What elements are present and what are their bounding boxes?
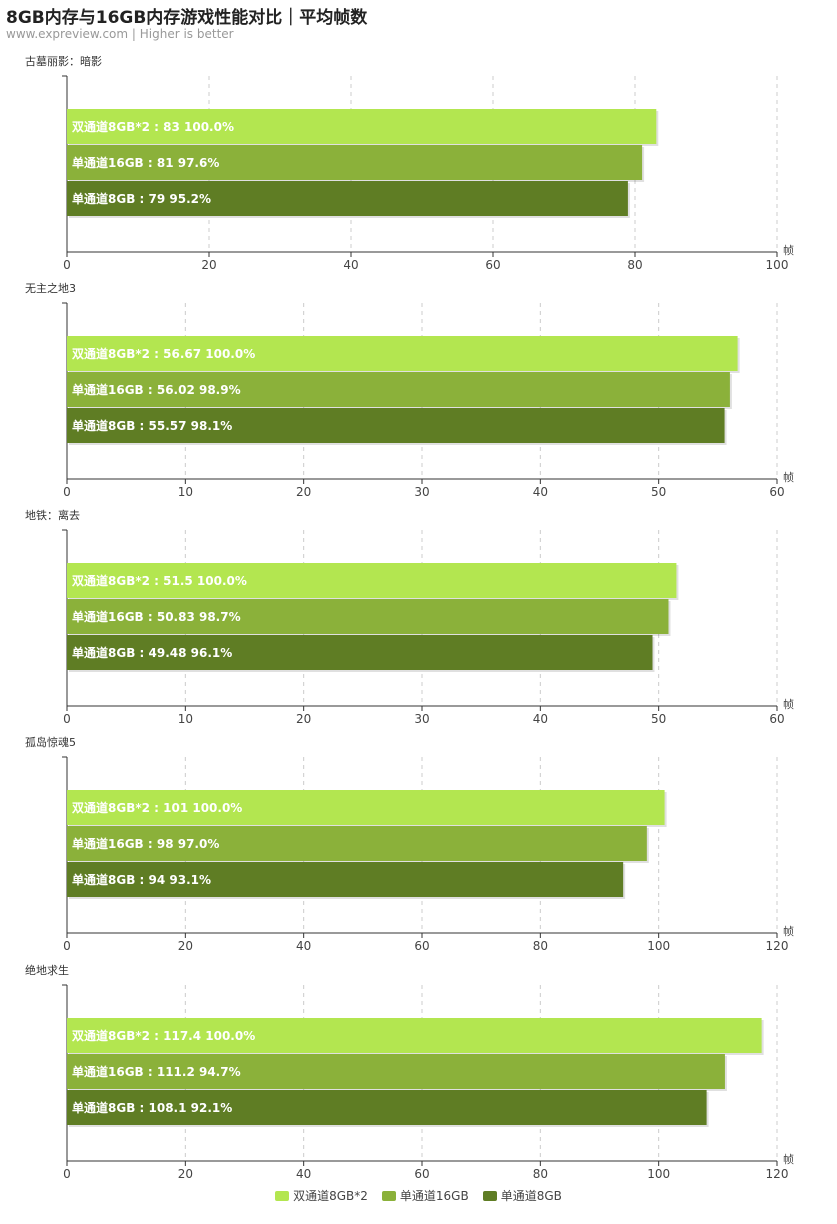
panel-1-tick-label: 60 bbox=[769, 485, 784, 499]
panel-0-bar-2 bbox=[67, 181, 628, 216]
panel-2-unit-label: 帧 bbox=[783, 697, 794, 711]
panel-4-tick-label: 80 bbox=[533, 1167, 548, 1180]
panel-1-unit-label: 帧 bbox=[783, 470, 794, 484]
panel-0-unit-label: 帧 bbox=[783, 243, 794, 257]
legend-swatch-dual-8gb bbox=[275, 1190, 290, 1201]
panel-1-tick-label: 30 bbox=[414, 485, 429, 499]
panel-0-title: 古墓丽影：暗影 bbox=[25, 54, 102, 68]
panel-4-bar-0 bbox=[67, 1018, 762, 1053]
panel-1-bar-label-2: 单通道8GB : 55.57 98.1% bbox=[72, 418, 232, 433]
legend-label-single-8gb: 单通道8GB bbox=[500, 1189, 562, 1203]
panel-3-tick-label: 0 bbox=[63, 939, 71, 953]
panel-0-bar-label-2: 单通道8GB : 79 95.2% bbox=[72, 191, 211, 206]
panel-3-bar-label-1: 单通道16GB : 98 97.0% bbox=[72, 836, 219, 851]
panel-1-title: 无主之地3 bbox=[25, 281, 76, 295]
legend-label-dual-8gb: 双通道8GB*2 bbox=[293, 1189, 368, 1203]
panel-4-title: 绝地求生 bbox=[25, 963, 69, 977]
panel-2-tick-label: 60 bbox=[769, 712, 784, 726]
panel-2-tick-label: 40 bbox=[533, 712, 548, 726]
panel-2-bar-label-0: 双通道8GB*2 : 51.5 100.0% bbox=[72, 573, 247, 588]
legend-swatch-single-16gb bbox=[381, 1190, 396, 1201]
panel-1-tick-label: 10 bbox=[178, 485, 193, 499]
panel-2-bar-1 bbox=[67, 599, 669, 634]
panel-4-tick-label: 20 bbox=[178, 1167, 193, 1180]
panel-0-bar-label-1: 单通道16GB : 81 97.6% bbox=[72, 155, 219, 170]
panel-3-tick-label: 120 bbox=[766, 939, 789, 953]
legend: 双通道8GB*2 单通道16GB 单通道8GB bbox=[0, 1187, 837, 1204]
panel-0-tick-label: 20 bbox=[201, 258, 216, 272]
panel-4-tick-label: 100 bbox=[647, 1167, 670, 1180]
panel-3-bar-1 bbox=[67, 826, 647, 861]
panel-4-bar-label-0: 双通道8GB*2 : 117.4 100.0% bbox=[72, 1028, 255, 1043]
panel-3-tick-label: 80 bbox=[533, 939, 548, 953]
panel-1-bar-label-0: 双通道8GB*2 : 56.67 100.0% bbox=[72, 346, 255, 361]
panel-1-tick-label: 20 bbox=[296, 485, 311, 499]
panel-3-unit-label: 帧 bbox=[783, 924, 794, 938]
panel-3-tick-label: 40 bbox=[296, 939, 311, 953]
panel-2-tick-label: 30 bbox=[414, 712, 429, 726]
panel-0-tick-label: 80 bbox=[627, 258, 642, 272]
panel-2-tick-label: 50 bbox=[651, 712, 666, 726]
panel-0-tick-label: 0 bbox=[63, 258, 71, 272]
chart-subtitle: www.expreview.com | Higher is better bbox=[6, 27, 234, 41]
panel-2-bar-label-2: 单通道8GB : 49.48 96.1% bbox=[72, 645, 232, 660]
legend-item-single-8gb[interactable]: 单通道8GB bbox=[482, 1187, 562, 1204]
panel-0-bar-label-0: 双通道8GB*2 : 83 100.0% bbox=[72, 119, 234, 134]
panel-2-title: 地铁：离去 bbox=[25, 508, 80, 522]
panel-3-tick-label: 20 bbox=[178, 939, 193, 953]
panel-2-bar-label-1: 单通道16GB : 50.83 98.7% bbox=[72, 609, 241, 624]
panel-4-bar-2 bbox=[67, 1090, 707, 1125]
panel-0-tick-label: 40 bbox=[343, 258, 358, 272]
panel-4-tick-label: 40 bbox=[296, 1167, 311, 1180]
chart-title: 8GB内存与16GB内存游戏性能对比｜平均帧数 bbox=[6, 8, 368, 28]
panel-3-bar-2 bbox=[67, 862, 624, 897]
panel-0-bar-1 bbox=[67, 145, 643, 180]
panel-0-tick-label: 100 bbox=[766, 258, 789, 272]
panel-3-bar-0 bbox=[67, 790, 665, 825]
panel-0-tick-label: 60 bbox=[485, 258, 500, 272]
panel-2-bar-0 bbox=[67, 563, 677, 598]
panel-4-tick-label: 60 bbox=[414, 1167, 429, 1180]
panel-0-bar-0 bbox=[67, 109, 657, 144]
panel-4-unit-label: 帧 bbox=[783, 1152, 794, 1166]
panel-3-title: 孤岛惊魂5 bbox=[25, 735, 76, 749]
panel-3-tick-label: 100 bbox=[647, 939, 670, 953]
panel-4-bar-label-2: 单通道8GB : 108.1 92.1% bbox=[72, 1100, 232, 1115]
panel-2-tick-label: 20 bbox=[296, 712, 311, 726]
panel-4-bar-label-1: 单通道16GB : 111.2 94.7% bbox=[72, 1064, 241, 1079]
panel-4-tick-label: 0 bbox=[63, 1167, 71, 1180]
panel-3-bar-label-0: 双通道8GB*2 : 101 100.0% bbox=[72, 800, 242, 815]
panel-1-tick-label: 0 bbox=[63, 485, 71, 499]
panel-1-bar-label-1: 单通道16GB : 56.02 98.9% bbox=[72, 382, 241, 397]
legend-label-single-16gb: 单通道16GB bbox=[399, 1189, 469, 1203]
panel-4-bar-1 bbox=[67, 1054, 725, 1089]
legend-item-dual-8gb[interactable]: 双通道8GB*2 bbox=[275, 1187, 368, 1204]
panel-1-bar-0 bbox=[67, 336, 738, 371]
panel-3-bar-label-2: 单通道8GB : 94 93.1% bbox=[72, 872, 211, 887]
panel-1-bar-1 bbox=[67, 372, 730, 407]
panel-2-bar-2 bbox=[67, 635, 653, 670]
panel-1-tick-label: 50 bbox=[651, 485, 666, 499]
panel-1-bar-2 bbox=[67, 408, 725, 443]
legend-item-single-16gb[interactable]: 单通道16GB bbox=[381, 1187, 469, 1204]
panel-2-tick-label: 10 bbox=[178, 712, 193, 726]
panel-4-tick-label: 120 bbox=[766, 1167, 789, 1180]
panel-2-tick-label: 0 bbox=[63, 712, 71, 726]
legend-swatch-single-8gb bbox=[482, 1190, 497, 1201]
panel-1-tick-label: 40 bbox=[533, 485, 548, 499]
panel-3-tick-label: 60 bbox=[414, 939, 429, 953]
